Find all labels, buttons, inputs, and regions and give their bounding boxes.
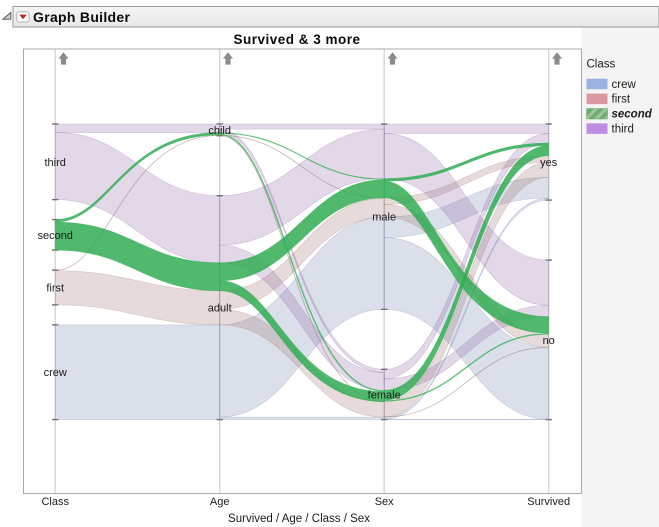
svg-text:first: first	[46, 283, 64, 295]
svg-text:no: no	[543, 335, 555, 347]
svg-text:adult: adult	[208, 303, 232, 315]
svg-text:Class: Class	[587, 59, 616, 71]
svg-text:child: child	[208, 125, 231, 137]
svg-text:yes: yes	[540, 157, 558, 169]
svg-text:Survived & 3 more: Survived & 3 more	[233, 32, 360, 47]
svg-text:first: first	[612, 94, 631, 106]
svg-text:Age: Age	[210, 496, 230, 508]
svg-text:Class: Class	[41, 496, 69, 508]
svg-text:crew: crew	[44, 367, 67, 379]
svg-text:Survived / Age / Class / Sex: Survived / Age / Class / Sex	[228, 513, 370, 525]
svg-text:second: second	[37, 230, 72, 242]
svg-text:male: male	[372, 212, 396, 224]
svg-text:Survived: Survived	[527, 496, 570, 508]
svg-text:third: third	[44, 157, 65, 169]
svg-text:Graph Builder: Graph Builder	[33, 9, 130, 25]
svg-text:third: third	[612, 124, 634, 136]
svg-text:second: second	[612, 109, 653, 121]
svg-text:crew: crew	[612, 79, 637, 91]
svg-text:Sex: Sex	[375, 496, 394, 508]
svg-text:female: female	[368, 390, 401, 402]
